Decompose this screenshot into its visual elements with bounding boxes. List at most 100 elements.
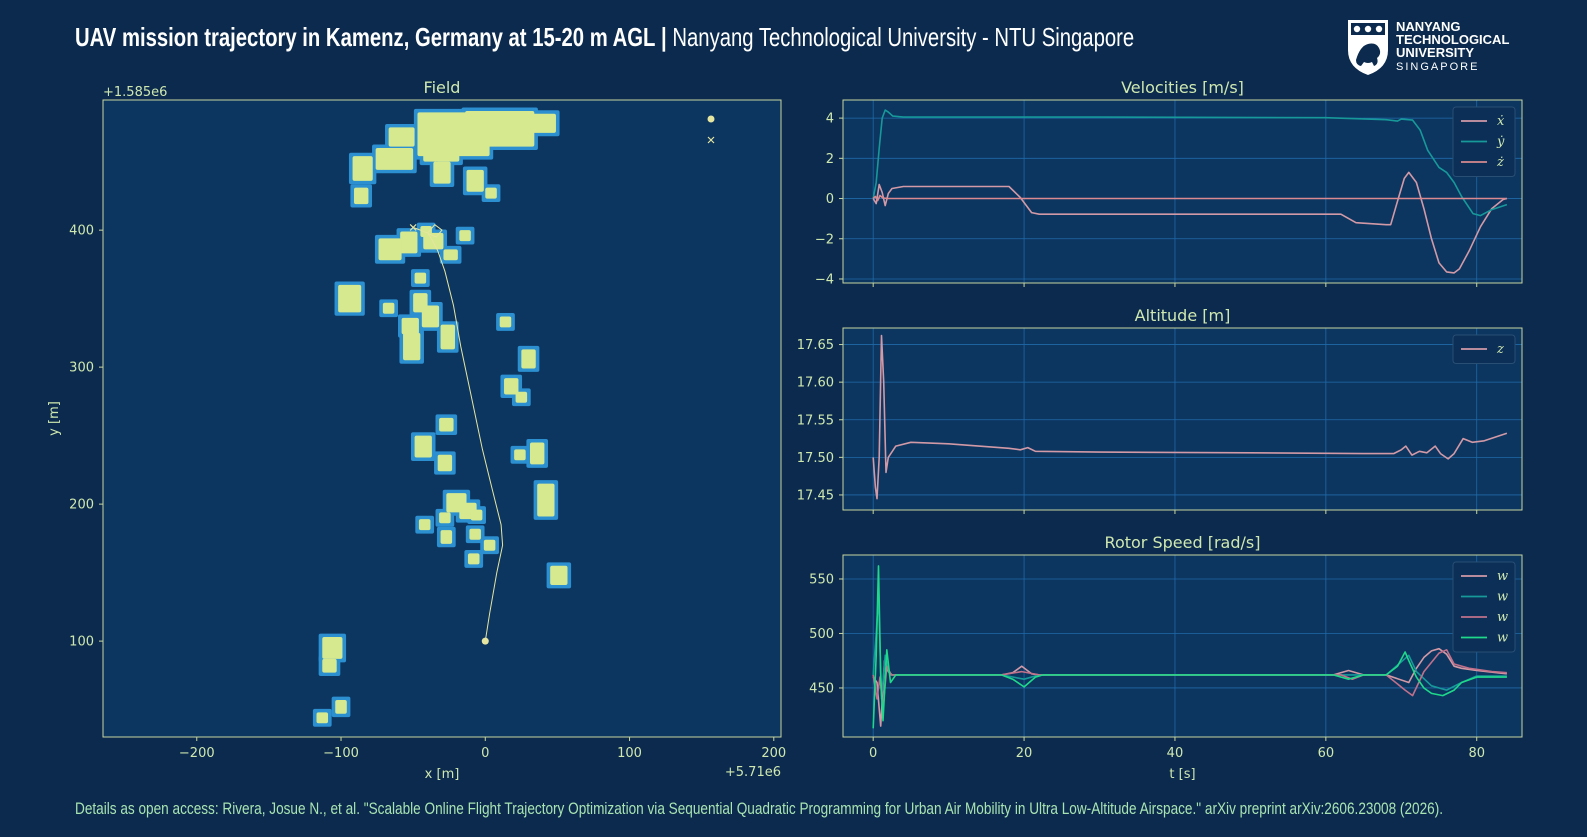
series-line-0 bbox=[872, 334, 1508, 500]
obstacle bbox=[414, 272, 427, 284]
x-tick-label: −100 bbox=[323, 746, 359, 761]
x-tick-label: 0 bbox=[869, 746, 877, 761]
y-tick-label: 0 bbox=[826, 192, 834, 207]
title-separator: | bbox=[661, 22, 667, 52]
obstacle bbox=[440, 324, 455, 350]
y-tick-label: 2 bbox=[826, 152, 834, 167]
y-tick-label: 450 bbox=[809, 681, 834, 696]
series-line-2 bbox=[872, 194, 1507, 202]
legend-label: w bbox=[1497, 590, 1508, 605]
obstacle bbox=[437, 454, 453, 472]
obstacle bbox=[529, 442, 545, 465]
legend-label: w bbox=[1497, 569, 1508, 584]
obstacle bbox=[521, 349, 536, 369]
obstacle bbox=[433, 161, 451, 184]
obstacle bbox=[423, 147, 438, 162]
panel-0: +1.585e6 +5.71e6 −200 −100 0 100 200 100 200 300 4… bbox=[47, 78, 786, 782]
obstacle bbox=[440, 530, 453, 544]
obstacle bbox=[421, 305, 440, 328]
obstacle bbox=[470, 509, 483, 521]
x-tick-label: 80 bbox=[1468, 746, 1485, 761]
legend-goal-marker bbox=[707, 136, 715, 144]
legend-box bbox=[1452, 561, 1516, 653]
y-tick-label: 300 bbox=[69, 361, 94, 376]
plot-area bbox=[872, 109, 1508, 274]
y-tick-label: 100 bbox=[69, 635, 94, 650]
legend-label: w bbox=[1497, 631, 1508, 646]
obstacle bbox=[400, 231, 418, 254]
logo-line-2: TECHNOLOGICAL bbox=[1396, 32, 1510, 47]
citation-footer: Details as open access: Rivera, Josue N.… bbox=[75, 799, 1444, 818]
plot-area bbox=[872, 334, 1508, 500]
axes-background bbox=[843, 100, 1522, 283]
y-tick-label: 4 bbox=[826, 112, 834, 127]
legend-label: w bbox=[1497, 610, 1508, 625]
axes-frame bbox=[842, 554, 1523, 738]
x-axis-label: x [m] bbox=[425, 767, 460, 782]
obstacle bbox=[537, 483, 555, 517]
legend-start-marker bbox=[707, 115, 715, 123]
legend-label: ẏ bbox=[1496, 135, 1505, 150]
y-tick-label: 17.60 bbox=[797, 376, 834, 391]
obstacle bbox=[514, 449, 526, 461]
logo-line-4: SINGAPORE bbox=[1396, 61, 1480, 73]
page-title: UAV mission trajectory in Kamenz, German… bbox=[75, 22, 1134, 53]
obstacle bbox=[375, 147, 414, 170]
obstacle bbox=[338, 284, 362, 313]
plot-area bbox=[872, 565, 1507, 729]
x-tick-label: −200 bbox=[179, 746, 215, 761]
y-tick-label: 17.45 bbox=[797, 488, 834, 503]
legend-label: z bbox=[1496, 342, 1504, 357]
y-tick-label: 550 bbox=[809, 572, 834, 587]
series-line-0 bbox=[872, 171, 1508, 274]
obstacle bbox=[550, 565, 568, 585]
axes-frame bbox=[842, 327, 1523, 511]
axes-frame bbox=[842, 99, 1523, 284]
obstacle bbox=[485, 187, 497, 199]
series-line-3 bbox=[872, 565, 1507, 729]
series-line-1 bbox=[872, 109, 1508, 217]
x-offset-label: +5.71e6 bbox=[725, 765, 781, 780]
plot-area bbox=[312, 107, 572, 727]
obstacle bbox=[439, 512, 451, 524]
obstacle bbox=[467, 553, 480, 565]
obstacle bbox=[322, 658, 337, 673]
logo-line-1: NANYANG bbox=[1396, 19, 1461, 34]
obstacle bbox=[504, 378, 519, 395]
legend-label: ż bbox=[1496, 155, 1504, 170]
y-tick-label: 17.50 bbox=[797, 451, 834, 466]
axes-background bbox=[843, 328, 1522, 510]
x-tick-label: 40 bbox=[1167, 746, 1184, 761]
obstacle bbox=[483, 539, 496, 551]
x-tick-label: 0 bbox=[481, 746, 489, 761]
x-tick-label: 200 bbox=[761, 746, 786, 761]
x-tick-label: 20 bbox=[1016, 746, 1033, 761]
x-tick-label: 100 bbox=[617, 746, 642, 761]
obstacle bbox=[354, 187, 369, 205]
y-tick-label: −4 bbox=[815, 272, 834, 287]
y-tick-label: 200 bbox=[69, 498, 94, 513]
obstacle bbox=[316, 712, 329, 724]
obstacle bbox=[401, 317, 419, 335]
axes-frame bbox=[102, 99, 782, 738]
obstacle bbox=[469, 528, 481, 540]
ntu-logo: NANYANG TECHNOLOGICAL UNIVERSITY SINGAPO… bbox=[1346, 18, 1516, 78]
panel-2: z 17.45 17.50 17.55 17.60 17.65 Altitude [m] bbox=[797, 306, 1523, 514]
y-tick-label: 17.65 bbox=[797, 338, 834, 353]
y-tick-label: 17.55 bbox=[797, 413, 834, 428]
title-regular: Nanyang Technological University - NTU S… bbox=[672, 22, 1135, 52]
obstacle bbox=[335, 700, 347, 714]
start-marker bbox=[481, 637, 489, 645]
obstacle bbox=[499, 316, 512, 328]
obstacle bbox=[403, 332, 421, 361]
axes-title: Velocities [m/s] bbox=[1121, 78, 1244, 97]
x-axis-label: t [s] bbox=[1169, 767, 1195, 782]
obstacle bbox=[459, 230, 471, 242]
obstacle bbox=[515, 391, 528, 403]
obstacle bbox=[378, 238, 402, 261]
axes-title: Altitude [m] bbox=[1135, 306, 1231, 325]
obstacle bbox=[439, 417, 454, 432]
y-tick-label: 400 bbox=[69, 224, 94, 239]
